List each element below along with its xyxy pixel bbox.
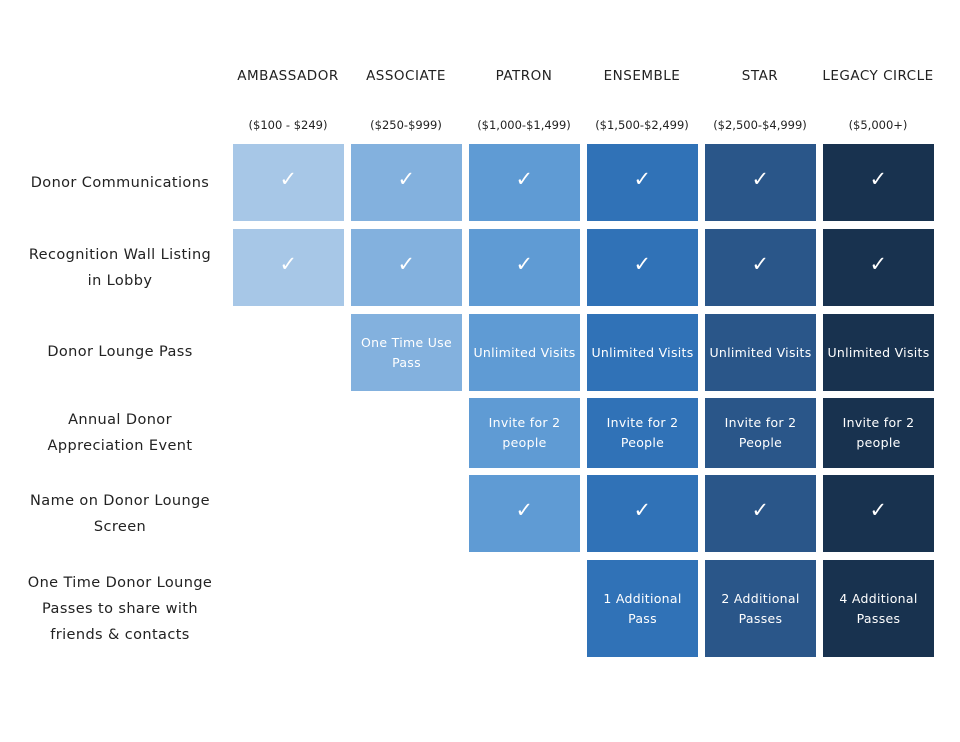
benefit-cell: ✓: [351, 229, 462, 306]
benefit-cell: Unlimited Visits: [705, 314, 816, 391]
row-label-recognition-wall: Recognition Wall Listing in Lobby: [28, 247, 212, 289]
benefit-cell: ✓: [705, 144, 816, 221]
tier-name-ensemble: ENSEMBLE: [603, 68, 681, 84]
row-label-lounge-screen: Name on Donor Lounge Screen: [30, 493, 210, 535]
benefit-cell: ✓: [705, 475, 816, 552]
benefit-cell: ✓: [823, 144, 934, 221]
tier-range-legacy-circle: ($5,000+): [848, 118, 908, 132]
benefit-cell: 2 Additional Passes: [705, 560, 816, 657]
tier-name-star: STAR: [741, 68, 779, 84]
benefit-cell: ✓: [233, 144, 344, 221]
benefit-cell: Unlimited Visits: [469, 314, 580, 391]
benefit-cell: ✓: [469, 475, 580, 552]
benefit-cell: ✓: [587, 144, 698, 221]
tier-name-ambassador: AMBASSADOR: [237, 68, 339, 84]
benefit-cell: Unlimited Visits: [587, 314, 698, 391]
benefit-cell: Invite for 2 people: [823, 398, 934, 468]
benefit-cell: ✓: [469, 229, 580, 306]
tier-name-legacy-circle: LEGACY CIRCLE: [822, 68, 934, 84]
tier-range-associate: ($250-$999): [370, 118, 442, 132]
tier-name-patron: PATRON: [495, 68, 553, 84]
benefit-cell: ✓: [587, 229, 698, 306]
benefit-cell: Invite for 2 people: [469, 398, 580, 468]
benefit-cell: One Time Use Pass: [351, 314, 462, 391]
tier-name-associate: ASSOCIATE: [366, 68, 446, 84]
row-label-appreciation-event: Annual Donor Appreciation Event: [47, 412, 193, 454]
tier-range-ensemble: ($1,500-$2,499): [595, 118, 689, 132]
tier-range-patron: ($1,000-$1,499): [477, 118, 571, 132]
benefit-cell: Invite for 2 People: [705, 398, 816, 468]
tier-range-star: ($2,500-$4,999): [713, 118, 807, 132]
benefit-cell: 1 Additional Pass: [587, 560, 698, 657]
row-label-one-time-passes: One Time Donor Lounge Passes to share wi…: [27, 575, 213, 643]
benefit-cell: Invite for 2 People: [587, 398, 698, 468]
benefit-cell: ✓: [233, 229, 344, 306]
benefit-cell: ✓: [351, 144, 462, 221]
row-label-donor-communications: Donor Communications: [30, 175, 210, 191]
benefit-cell: ✓: [823, 475, 934, 552]
benefit-cell: ✓: [469, 144, 580, 221]
benefit-cell: ✓: [587, 475, 698, 552]
tier-range-ambassador: ($100 - $249): [248, 118, 328, 132]
benefit-cell: 4 Additional Passes: [823, 560, 934, 657]
benefit-cell: Unlimited Visits: [823, 314, 934, 391]
benefit-cell: ✓: [705, 229, 816, 306]
row-label-donor-lounge-pass: Donor Lounge Pass: [47, 344, 193, 360]
benefit-cell: ✓: [823, 229, 934, 306]
